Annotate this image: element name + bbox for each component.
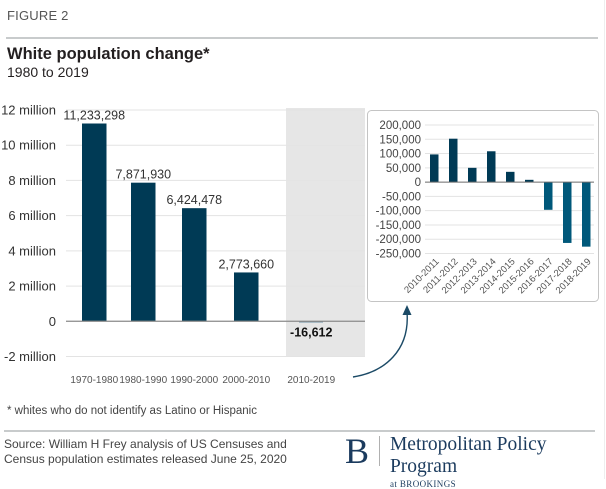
data-label: 7,871,930 [115, 168, 171, 182]
y-tick-label: 0 [49, 314, 56, 329]
x-tick-label: 1980-1990 [119, 375, 167, 386]
bottom-divider [4, 430, 595, 432]
chart-area: -2 million 0 2 million 4 million 6 million 8 … [1, 103, 599, 386]
chart-title: White population change* [7, 45, 210, 63]
x-tick-label: 1970-1980 [70, 375, 118, 386]
x-tick-label: 2010-2019 [287, 375, 335, 386]
x-tick-label: 1990-2000 [170, 375, 218, 386]
y-tick-label: -2 million [4, 349, 56, 364]
inset-bar [525, 179, 534, 183]
inset-bar [468, 167, 477, 183]
inset-bar [582, 182, 591, 247]
data-label: 2,773,660 [218, 257, 274, 271]
inset-bar [563, 182, 572, 243]
figure-label: FIGURE 2 [7, 8, 69, 23]
inset-y-tick-label: -150,000 [376, 220, 421, 232]
inset-y-tick-label: 50,000 [386, 163, 421, 175]
chart-subtitle: 1980 to 2019 [7, 64, 89, 80]
edge-line [604, 0, 605, 479]
bar [234, 272, 259, 322]
inset-y-tick-label: -200,000 [376, 234, 421, 246]
inset-y-tick-label: -100,000 [376, 206, 421, 218]
inset-bar [449, 138, 458, 183]
inset-y-tick-label: -50,000 [382, 191, 421, 203]
logo-letter: B [345, 431, 370, 471]
data-label: 11,233,298 [63, 108, 125, 122]
logo-subtitle: at BROOKINGS [389, 479, 457, 489]
source-note: Source: William H Frey analysis of US Ce… [4, 437, 287, 466]
highlight-band [286, 108, 365, 357]
y-tick-label: 2 million [8, 279, 56, 294]
bar [182, 208, 207, 322]
data-label: 6,424,478 [166, 193, 222, 207]
y-tick-label: 10 million [1, 138, 56, 153]
inset-y-tick-label: -250,000 [376, 249, 421, 261]
inset-y-tick-label: 100,000 [379, 149, 421, 161]
arrow-head-icon [402, 305, 412, 315]
inset-bar [487, 151, 496, 183]
inset-y-tick-label: 150,000 [379, 134, 421, 146]
inset-bar [430, 154, 439, 183]
footnote: * whites who do not identify as Latino o… [7, 405, 257, 417]
inset-bar [506, 171, 515, 183]
inset-bar [544, 182, 553, 210]
inset-y-tick-label: 0 [415, 177, 421, 189]
data-label: -16,612 [290, 325, 332, 339]
logo-separator [379, 436, 380, 466]
bar [131, 182, 156, 322]
main-chart: -2 million 0 2 million 4 million 6 million 8 … [1, 103, 365, 386]
arrow-connector [352, 311, 408, 378]
y-tick-label: 8 million [8, 173, 56, 188]
inset-chart: -250,000 -200,000 -150,000 -100,000 -50,000 0… [367, 110, 599, 302]
y-tick-label: 4 million [8, 243, 56, 258]
bar [82, 123, 107, 322]
x-tick-label: 2000-2010 [222, 375, 270, 386]
top-divider [6, 37, 598, 39]
y-tick-label: 6 million [8, 208, 56, 223]
logo-title: Metropolitan Policy Program [389, 434, 547, 477]
brookings-logo: B Metropolitan Policy Program at BROOKIN… [345, 431, 606, 489]
y-tick-label: 12 million [1, 103, 56, 118]
inset-y-tick-label: 200,000 [379, 120, 421, 132]
